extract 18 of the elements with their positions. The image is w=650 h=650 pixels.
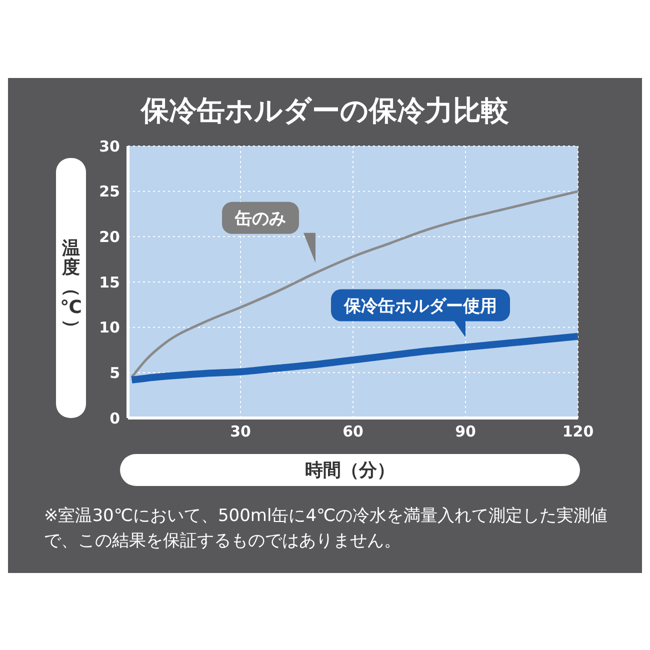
x-tick-label: 120 [562, 422, 594, 441]
y-tick-label: 5 [110, 364, 120, 382]
line-series [130, 190, 578, 378]
chart-title: 保冷缶ホルダーの保冷力比較 [139, 93, 510, 129]
x-tick-label: 60 [342, 422, 364, 441]
y-tick-label: 30 [99, 137, 120, 156]
x-tick-label: 30 [230, 422, 251, 441]
y-tick-label: 25 [99, 182, 120, 201]
x-axis-title: 時間（分） [120, 454, 580, 486]
y-axis-title: 温度（℃） [60, 238, 82, 337]
y-tick-label: 15 [99, 273, 120, 292]
text: 缶のみ [234, 208, 286, 229]
y-tick-label: 10 [99, 318, 120, 337]
x-tick-label: 90 [455, 422, 476, 441]
y-tick-label: 0 [110, 409, 120, 428]
text: ※室温30℃において、500ml缶に4℃の冷水を満量入れて測定した実測値で、この結果を保証するものではありません。 [44, 505, 609, 553]
y-tick-label: 20 [99, 228, 120, 246]
series-label: 保冷缶ホルダー使用 [343, 296, 497, 316]
